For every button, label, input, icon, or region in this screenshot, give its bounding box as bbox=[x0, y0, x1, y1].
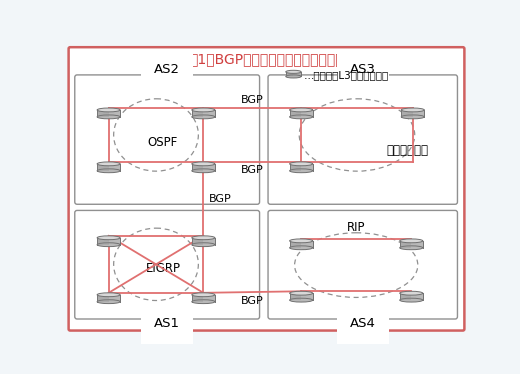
FancyBboxPatch shape bbox=[75, 75, 259, 204]
Ellipse shape bbox=[290, 169, 313, 173]
Bar bbox=[290, 241, 301, 248]
Ellipse shape bbox=[400, 239, 423, 243]
Text: RIP: RIP bbox=[347, 221, 366, 234]
Bar bbox=[401, 110, 424, 117]
Text: BGP: BGP bbox=[209, 194, 232, 204]
Bar bbox=[97, 295, 109, 302]
FancyBboxPatch shape bbox=[75, 211, 259, 319]
Bar bbox=[400, 241, 423, 248]
Bar bbox=[400, 293, 411, 300]
Ellipse shape bbox=[192, 236, 215, 240]
Ellipse shape bbox=[192, 300, 215, 304]
Ellipse shape bbox=[192, 169, 215, 173]
FancyBboxPatch shape bbox=[268, 75, 458, 204]
Bar bbox=[192, 164, 203, 171]
Bar bbox=[400, 293, 423, 300]
Bar bbox=[290, 293, 313, 300]
Ellipse shape bbox=[97, 300, 120, 304]
Ellipse shape bbox=[290, 115, 313, 119]
Ellipse shape bbox=[286, 75, 301, 78]
Ellipse shape bbox=[400, 291, 423, 295]
Bar bbox=[192, 110, 215, 117]
Ellipse shape bbox=[97, 243, 120, 246]
Bar bbox=[290, 110, 301, 117]
Bar bbox=[192, 164, 215, 171]
Bar bbox=[97, 295, 120, 302]
Ellipse shape bbox=[97, 108, 120, 112]
Ellipse shape bbox=[97, 162, 120, 166]
Ellipse shape bbox=[290, 108, 313, 112]
Bar bbox=[192, 238, 203, 245]
Bar bbox=[192, 110, 203, 117]
Text: AS1: AS1 bbox=[154, 318, 180, 331]
Text: スタティック: スタティック bbox=[386, 144, 428, 157]
Ellipse shape bbox=[192, 243, 215, 246]
Text: 図1　BGPと他の経路制御プロトコル: 図1 BGPと他の経路制御プロトコル bbox=[189, 52, 344, 66]
Ellipse shape bbox=[97, 169, 120, 173]
FancyBboxPatch shape bbox=[69, 47, 464, 331]
Bar bbox=[97, 164, 109, 171]
Bar bbox=[286, 72, 293, 76]
Text: OSPF: OSPF bbox=[147, 136, 177, 149]
Ellipse shape bbox=[290, 239, 313, 243]
Ellipse shape bbox=[401, 108, 424, 112]
Ellipse shape bbox=[290, 291, 313, 295]
Bar bbox=[97, 238, 120, 245]
Ellipse shape bbox=[290, 246, 313, 250]
Bar bbox=[192, 295, 203, 302]
Text: AS3: AS3 bbox=[350, 64, 376, 76]
Ellipse shape bbox=[192, 108, 215, 112]
Bar bbox=[290, 241, 313, 248]
Ellipse shape bbox=[97, 236, 120, 240]
Ellipse shape bbox=[192, 115, 215, 119]
Bar bbox=[192, 295, 215, 302]
Text: BGP: BGP bbox=[241, 95, 264, 105]
Text: AS4: AS4 bbox=[350, 318, 375, 331]
Text: BGP: BGP bbox=[241, 296, 264, 306]
Ellipse shape bbox=[192, 293, 215, 297]
Ellipse shape bbox=[97, 293, 120, 297]
Text: BGP: BGP bbox=[241, 165, 264, 175]
Text: EIGRP: EIGRP bbox=[146, 262, 181, 275]
Bar bbox=[97, 164, 120, 171]
Ellipse shape bbox=[97, 115, 120, 119]
FancyBboxPatch shape bbox=[268, 211, 458, 319]
Text: AS2: AS2 bbox=[154, 64, 180, 76]
Bar bbox=[401, 110, 413, 117]
Text: …ルータやL3スイッチなど: …ルータやL3スイッチなど bbox=[304, 70, 389, 80]
Bar bbox=[290, 293, 301, 300]
Ellipse shape bbox=[401, 115, 424, 119]
Ellipse shape bbox=[290, 298, 313, 302]
Bar bbox=[97, 110, 120, 117]
Ellipse shape bbox=[400, 246, 423, 250]
Bar bbox=[97, 110, 109, 117]
Ellipse shape bbox=[286, 70, 301, 73]
Bar bbox=[286, 72, 301, 76]
Bar bbox=[97, 238, 109, 245]
Ellipse shape bbox=[192, 162, 215, 166]
Bar bbox=[290, 164, 301, 171]
Bar bbox=[290, 110, 313, 117]
Bar bbox=[290, 164, 313, 171]
Bar bbox=[400, 241, 411, 248]
Ellipse shape bbox=[290, 162, 313, 166]
Ellipse shape bbox=[400, 298, 423, 302]
Bar bbox=[192, 238, 215, 245]
